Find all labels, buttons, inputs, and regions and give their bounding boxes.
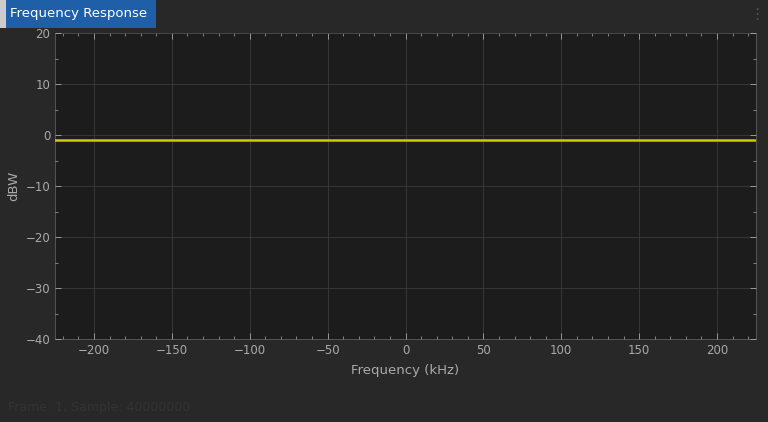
Text: ⋮: ⋮	[749, 6, 764, 22]
X-axis label: Frequency (kHz): Frequency (kHz)	[352, 364, 459, 377]
Bar	[0, 0, 6, 28]
Bar	[6, 0, 156, 28]
Text: Frequency Response: Frequency Response	[10, 8, 147, 21]
Text: Frame: 1, Sample: 40000000: Frame: 1, Sample: 40000000	[8, 401, 190, 414]
Y-axis label: dBW: dBW	[7, 171, 20, 201]
